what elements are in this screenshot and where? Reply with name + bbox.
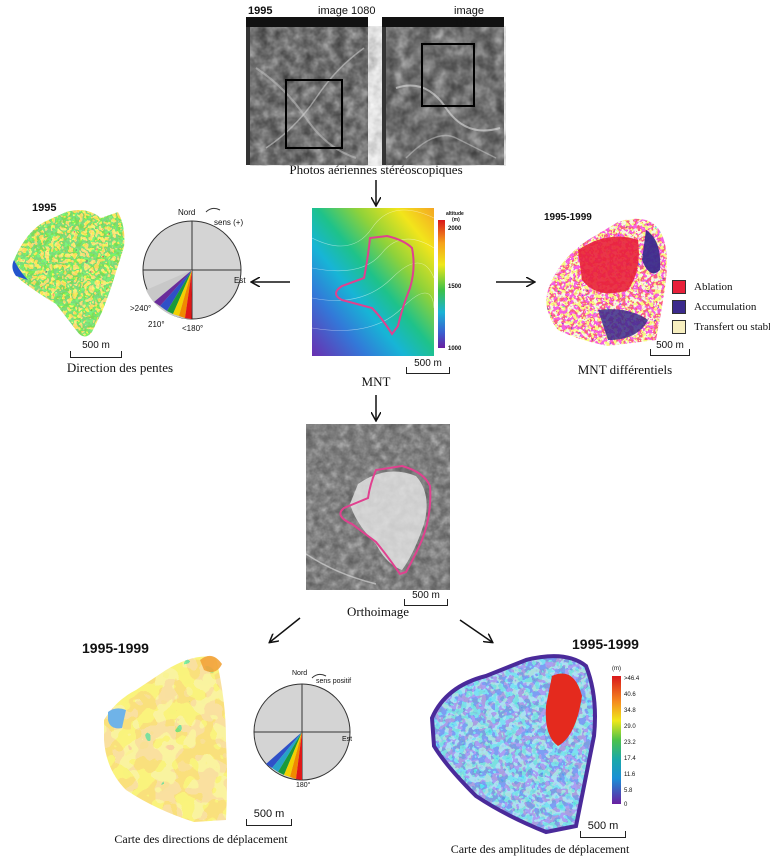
diff-legend-accumulation: Accumulation xyxy=(672,300,756,314)
amplitudes-tick: 29.0 xyxy=(624,724,636,730)
amplitudes-tick: 0 xyxy=(624,802,628,808)
directions-graphic xyxy=(104,655,351,822)
mnt-tick-1500: 1500 xyxy=(448,284,462,290)
transfer-swatch xyxy=(672,320,686,334)
stereo-photos-panel: 1995 image 1080 image 1081 xyxy=(246,5,506,166)
directions-period: 1995-1999 xyxy=(82,640,149,656)
ortho-caption: Orthoimage xyxy=(346,604,410,619)
ablation-label: Ablation xyxy=(694,281,733,293)
amplitudes-tick: 40.6 xyxy=(624,692,636,698)
slope-direction-panel: 1995 Nord sens (+) Est >240° 210° <180° xyxy=(6,192,256,352)
photos-caption: Photos aériennes stéréoscopiques xyxy=(289,162,463,177)
directions-compass-north: Nord xyxy=(292,670,308,677)
directions-scale-label: 500 m xyxy=(253,808,285,820)
amplitudes-tick: 11.6 xyxy=(624,772,636,778)
slope-compass-sense: sens (+) xyxy=(214,218,244,227)
directions-scale-bar: 500 m xyxy=(246,808,292,826)
amplitudes-tick: 17.4 xyxy=(624,756,636,762)
diff-period: 1995-1999 xyxy=(544,212,592,223)
photos-year: 1995 xyxy=(248,5,273,17)
slope-scale-label: 500 m xyxy=(82,340,110,351)
mnt-caption: MNT xyxy=(361,374,391,389)
diff-legend-ablation: Ablation xyxy=(672,280,733,294)
amplitudes-tick: 5.8 xyxy=(624,788,633,794)
slope-label-180: <180° xyxy=(182,324,204,333)
mnt-colorbar-unit: (m) xyxy=(452,217,460,223)
directions-compass-bottom: 180° xyxy=(296,782,311,789)
mnt-scale-bar: 500 m xyxy=(406,358,450,374)
amplitudes-graphic xyxy=(429,654,621,835)
accumulation-swatch xyxy=(672,300,686,314)
mnt-tick-1000: 1000 xyxy=(448,346,462,352)
diff-caption: MNT différentiels xyxy=(577,362,673,377)
ortho-scale-label: 500 m xyxy=(412,590,440,601)
directions-compass-sense: sens positif xyxy=(316,678,352,685)
diff-map-graphic xyxy=(546,218,667,346)
amplitudes-panel: 1995-1999 (m) >46.4 40.6 34.8 29.0 23.2 … xyxy=(426,636,662,836)
slope-label-240: >240° xyxy=(130,304,152,313)
mnt-scale-label: 500 m xyxy=(414,358,442,369)
amplitudes-unit: (m) xyxy=(612,666,621,672)
mnt-colorbar-title: altitude xyxy=(446,211,464,217)
transfer-label: Transfert ou stable xyxy=(694,321,770,333)
slope-year: 1995 xyxy=(32,202,57,214)
stereo-photos-graphic xyxy=(246,17,504,165)
diff-scale-bar: 500 m xyxy=(650,340,690,356)
mnt-tick-2000: 2000 xyxy=(448,226,462,232)
mnt-panel: altitude (m) 2000 1500 1000 xyxy=(311,208,482,358)
directions-caption: Carte des directions de déplacement xyxy=(114,832,288,846)
mnt-graphic xyxy=(311,208,445,356)
slope-caption: Direction des pentes xyxy=(66,360,174,375)
amplitudes-scale-label: 500 m xyxy=(587,820,619,832)
diff-panel: 1995-1999 Ablation Accumulation Transfer… xyxy=(538,210,770,360)
slope-scale-bar: 500 m xyxy=(70,340,122,358)
directions-panel: 1995-1999 Nord sens positif Est 180° xyxy=(76,640,376,836)
directions-compass-east: Est xyxy=(342,736,353,743)
accumulation-label: Accumulation xyxy=(694,301,757,313)
amplitudes-caption: Carte des amplitudes de déplacement xyxy=(450,842,630,856)
diff-scale-label: 500 m xyxy=(656,340,684,351)
arrow-ortho-to-directions xyxy=(270,617,301,642)
amplitudes-period: 1995-1999 xyxy=(572,636,639,652)
ortho-graphic xyxy=(305,424,450,590)
ortho-panel xyxy=(305,424,450,590)
ablation-swatch xyxy=(672,280,686,294)
diff-legend-transfer: Transfert ou stable xyxy=(672,320,770,334)
image-1081-label: image 1081 xyxy=(454,5,484,29)
image-1080-label: image 1080 xyxy=(318,5,376,17)
amplitudes-tick: >46.4 xyxy=(624,676,640,682)
slope-map-graphic xyxy=(12,207,242,337)
slope-compass-east: Est xyxy=(234,276,246,285)
slope-compass-north: Nord xyxy=(178,208,196,217)
amplitudes-tick: 34.8 xyxy=(624,708,636,714)
amplitudes-scale-bar: 500 m xyxy=(580,820,626,838)
amplitudes-tick: 23.2 xyxy=(624,740,636,746)
slope-label-210: 210° xyxy=(148,320,165,329)
ortho-scale-bar: 500 m xyxy=(404,590,448,606)
